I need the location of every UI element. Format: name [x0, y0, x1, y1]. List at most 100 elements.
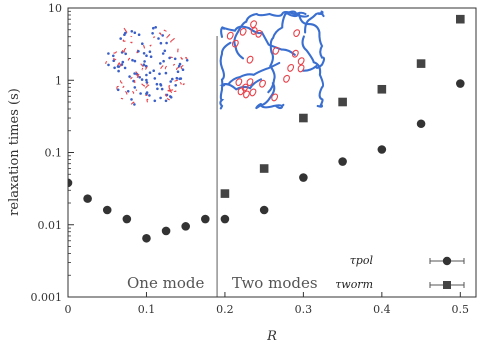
- legend-label-tau-worm: τworm: [335, 278, 373, 291]
- inset-dot: [148, 50, 152, 53]
- tau-pol-point: [377, 145, 387, 154]
- inset-dot: [112, 59, 115, 62]
- inset-segment: [123, 47, 127, 52]
- inset-dot: [160, 87, 164, 91]
- inset-segment: [122, 85, 125, 88]
- inset-loop: [235, 78, 243, 86]
- inset-segment: [172, 63, 176, 66]
- inset-loop: [271, 93, 279, 102]
- inset-segment: [119, 80, 123, 84]
- inset-dot: [145, 54, 148, 57]
- inset-dot: [124, 52, 127, 56]
- inset-dot: [131, 58, 134, 62]
- tau-pol-point: [416, 119, 426, 129]
- inset-dot: [137, 50, 140, 53]
- inset-segment: [168, 85, 171, 90]
- tau-pol-point: [338, 157, 347, 166]
- inset-segment: [142, 44, 146, 49]
- tau-worm-point: [416, 59, 426, 68]
- inset-loop: [293, 29, 301, 37]
- tau-pol-point: [201, 214, 210, 224]
- inset-dot: [163, 49, 167, 53]
- inset-segment: [113, 51, 118, 54]
- inset-dot: [151, 32, 154, 35]
- inset-dot: [159, 62, 162, 65]
- inset-dot: [143, 60, 146, 63]
- tau-worm-point: [456, 14, 465, 24]
- inset-dot: [148, 71, 152, 74]
- inset-dot: [159, 96, 162, 100]
- inset-chain: [255, 82, 285, 110]
- inset-dot: [113, 66, 116, 70]
- tau-pol-point: [83, 194, 92, 203]
- inset-dot: [142, 52, 146, 55]
- inset-loop: [250, 27, 258, 35]
- y-axis-ticks: 0.001 0.01 0.1 1 10: [31, 2, 74, 304]
- inset-dot: [133, 31, 137, 34]
- inset-dot: [145, 78, 148, 82]
- inset-dot: [148, 94, 151, 97]
- inset-dot: [156, 87, 159, 91]
- inset-segment: [179, 81, 182, 85]
- polymer-dots-inset: [105, 26, 189, 106]
- inset-loop: [291, 49, 299, 58]
- x-axis-title: R: [266, 329, 277, 344]
- tau-pol-point: [161, 226, 171, 236]
- inset-dot: [107, 63, 110, 67]
- inset-dot: [176, 70, 180, 73]
- inset-loop: [297, 64, 305, 73]
- inset-chain: [233, 10, 310, 60]
- inset-dot: [155, 82, 159, 86]
- inset-segment: [174, 79, 179, 82]
- inset-loop: [246, 78, 254, 86]
- inset-loop: [239, 27, 247, 36]
- inset-segment: [160, 65, 164, 69]
- inset-dot: [145, 73, 148, 77]
- inset-dot: [181, 68, 185, 71]
- inset-dot: [145, 92, 148, 96]
- y-tick-label: 0.001: [31, 291, 63, 304]
- inset-dot: [178, 62, 182, 66]
- inset-dot: [133, 86, 137, 89]
- inset-loop: [246, 55, 254, 64]
- inset-segment: [130, 41, 133, 44]
- inset-loop: [250, 20, 257, 29]
- inset-dot: [153, 99, 157, 103]
- region-label-one-mode: One mode: [127, 274, 204, 292]
- inset-segment: [105, 61, 108, 64]
- inset-segment: [166, 97, 170, 101]
- inset-dot: [159, 41, 163, 45]
- inset-segment: [112, 58, 117, 61]
- inset-loop: [243, 90, 250, 99]
- inset-segment: [164, 93, 168, 97]
- inset-dot: [154, 26, 157, 29]
- inset-segment: [182, 83, 185, 86]
- inset-dot: [128, 75, 131, 78]
- inset-dot: [164, 99, 168, 103]
- inset-segment: [158, 32, 162, 36]
- inset-dot: [116, 65, 120, 68]
- inset-segment: [130, 76, 133, 80]
- tau-worm-point: [220, 189, 230, 198]
- inset-dot: [107, 52, 110, 55]
- inset-loop: [241, 83, 249, 92]
- inset-dot: [169, 96, 173, 99]
- inset-dot: [142, 63, 146, 66]
- inset-dot: [152, 26, 155, 30]
- inset-dot: [174, 84, 177, 87]
- inset-segment: [145, 84, 150, 89]
- inset-segment: [130, 101, 135, 105]
- inset-segment: [185, 56, 188, 60]
- inset-segment: [175, 66, 179, 70]
- inset-dot: [121, 60, 125, 64]
- inset-segment: [124, 91, 128, 95]
- inset-dot: [173, 57, 177, 61]
- inset-dot: [161, 52, 165, 55]
- x-tick-label: 0.3: [295, 303, 313, 316]
- legend: τpol τworm: [335, 254, 465, 291]
- inset-dot: [159, 84, 163, 87]
- inset-loop: [283, 74, 290, 83]
- inset-segment: [149, 44, 152, 47]
- tau-worm-point: [259, 164, 269, 173]
- inset-dot: [141, 42, 144, 45]
